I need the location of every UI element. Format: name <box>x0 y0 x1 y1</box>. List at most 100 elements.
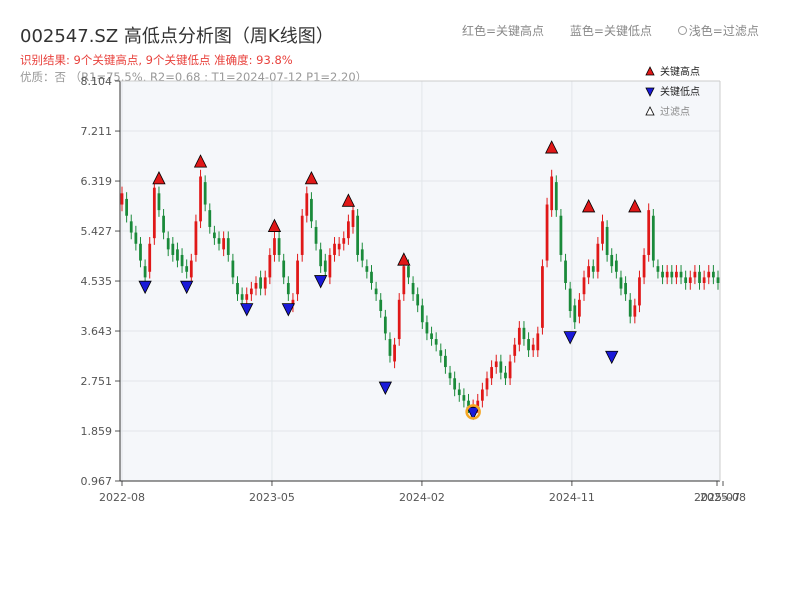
candle-body <box>531 344 535 351</box>
color-legend-low: 蓝色=关键低点 <box>569 24 652 38</box>
candle-body <box>545 204 549 261</box>
candle-body <box>273 238 276 255</box>
x-tick-label: 2023-05 <box>249 491 295 504</box>
y-tick-label: 6.319 <box>81 175 113 188</box>
candle-body <box>651 215 655 261</box>
candle-body <box>134 232 138 244</box>
filtered-point-marker <box>465 404 481 420</box>
candle-body <box>286 282 290 295</box>
candle-body <box>559 215 563 255</box>
candle-body <box>684 277 688 283</box>
candle-body <box>693 271 697 278</box>
candle-body <box>347 221 350 239</box>
candle-body <box>665 271 669 278</box>
candle-body <box>217 238 221 244</box>
candle-body <box>508 361 512 379</box>
candle-body <box>711 271 715 278</box>
candle-body <box>624 282 627 295</box>
candle-body <box>176 249 179 261</box>
candle-body <box>402 266 406 295</box>
candle-body <box>300 215 304 255</box>
candle-body <box>591 266 595 272</box>
candle-body <box>457 389 461 396</box>
key-low-marker <box>281 303 295 317</box>
candle-body <box>647 210 651 255</box>
candle-body <box>527 339 530 351</box>
candle-body <box>185 266 189 272</box>
candle-body <box>129 221 133 233</box>
candle-body <box>485 378 489 390</box>
candle-body <box>291 299 295 306</box>
candle-body <box>208 210 212 227</box>
y-tick-label: 5.427 <box>81 225 113 238</box>
candle-body <box>434 339 438 345</box>
candle-body <box>171 243 175 255</box>
candle-body <box>277 238 281 255</box>
candle-body <box>476 400 480 407</box>
candle-body <box>480 389 484 401</box>
candle-body <box>143 266 147 278</box>
key-low-marker <box>240 303 254 317</box>
candle-body <box>199 176 202 222</box>
key-low-marker <box>314 275 328 289</box>
key-high-marker <box>193 154 208 168</box>
candle-body <box>619 277 623 289</box>
candle-body <box>139 243 142 261</box>
legend-filtered-icon <box>645 106 655 116</box>
candle-body <box>310 198 313 222</box>
candle-body <box>439 350 443 356</box>
key-low-marker <box>138 280 152 295</box>
candle-body <box>490 367 493 379</box>
candle-body <box>656 266 660 272</box>
key-low-marker <box>466 406 480 421</box>
candle-body <box>249 288 253 295</box>
candle-body <box>679 271 683 278</box>
y-tick-label: 0.967 <box>81 475 113 488</box>
candle-body <box>254 282 258 289</box>
candle-body <box>296 260 299 295</box>
candle-body <box>467 400 470 407</box>
candle-body <box>157 193 161 211</box>
candle-body <box>573 305 577 323</box>
candle-body <box>323 260 327 272</box>
candle-body <box>633 305 637 317</box>
color-legend-filtered: 浅色=过滤点 <box>688 24 759 38</box>
candle-body <box>152 187 156 239</box>
candle-body <box>430 333 433 340</box>
candle-body <box>628 299 632 317</box>
candle-body <box>707 271 711 278</box>
legend-label: 关键低点 <box>660 85 700 98</box>
candle-body <box>638 277 641 306</box>
candle-body <box>614 260 618 272</box>
candle-body <box>305 193 309 216</box>
candle-body <box>282 260 286 278</box>
candle-body <box>610 254 614 267</box>
key-high-marker <box>267 218 282 232</box>
y-tick-label: 4.535 <box>81 275 113 288</box>
candle-body <box>374 288 378 295</box>
candle-body <box>504 372 507 379</box>
candle-body <box>379 299 383 312</box>
candle-body <box>222 238 226 250</box>
key-high-marker <box>628 199 642 213</box>
key-high-marker <box>545 140 559 154</box>
candle-body <box>670 271 674 278</box>
candle-body <box>411 282 415 295</box>
candle-body <box>517 327 521 345</box>
candle-body <box>462 395 466 401</box>
candle-body <box>596 243 600 272</box>
candle-body <box>240 294 244 300</box>
color-legend: 红色=关键高点 蓝色=关键低点 浅色=过滤点 <box>462 22 781 39</box>
color-legend-high: 红色=关键高点 <box>462 24 545 38</box>
candle-body <box>444 355 447 368</box>
candle-body <box>333 243 336 255</box>
candle-body <box>356 215 360 255</box>
key-high-marker <box>397 252 411 266</box>
y-tick-label: 2.751 <box>81 375 113 388</box>
candle-body <box>582 277 586 295</box>
candle-body <box>245 294 249 300</box>
candle-body <box>148 243 152 272</box>
candle-body <box>675 271 678 278</box>
candle-body <box>397 299 401 340</box>
